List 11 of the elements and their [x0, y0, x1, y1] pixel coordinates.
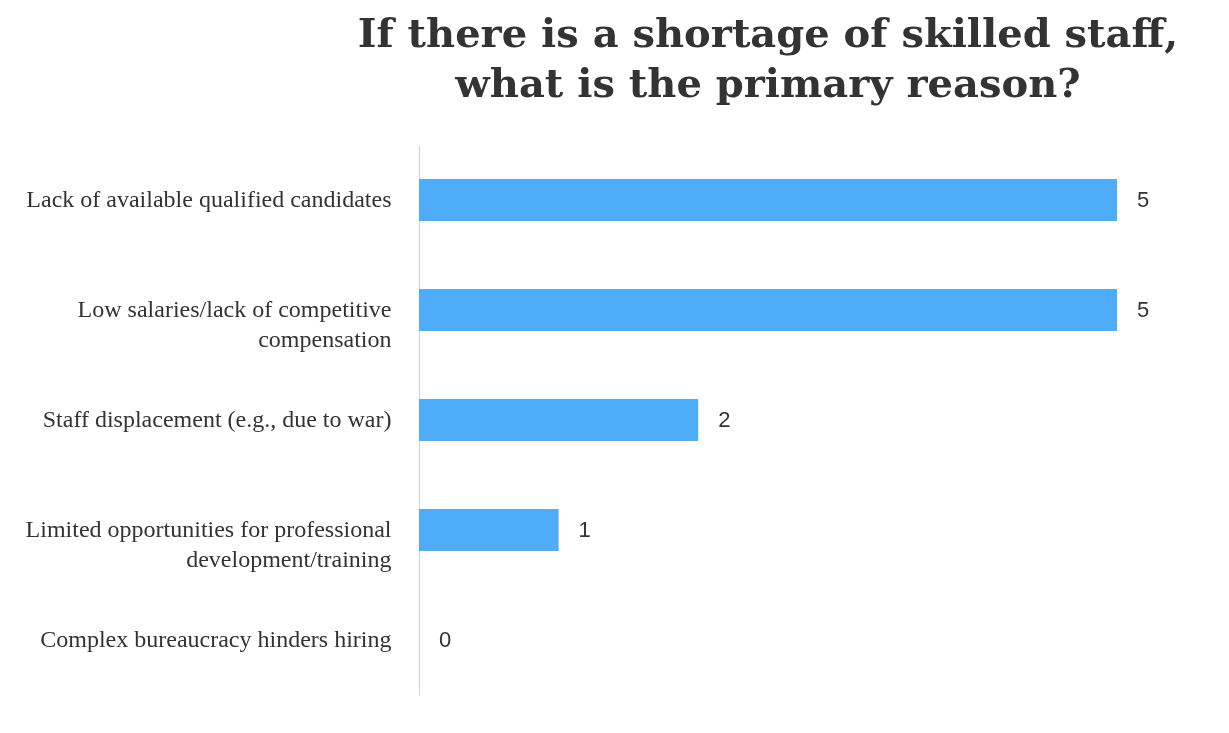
data-label: 5	[1137, 297, 1150, 322]
chart-title: If there is a shortage of skilled staff, what is the primary reason?	[357, 9, 1179, 106]
data-label: 5	[1137, 187, 1150, 212]
data-label: 2	[718, 407, 731, 432]
data-label: 0	[439, 627, 452, 652]
y-tick-label: Low salaries/lack of competitive compensation	[77, 296, 392, 352]
y-tick-label: Limited opportunities for professional development/training	[25, 516, 392, 572]
y-tick-label: Complex bureaucracy hinders hiring	[40, 626, 392, 652]
y-tick-label: Lack of available qualified candidates	[26, 186, 392, 212]
data-label: 1	[578, 517, 591, 542]
y-tick-label: Staff displacement (e.g., due to war)	[42, 406, 392, 432]
